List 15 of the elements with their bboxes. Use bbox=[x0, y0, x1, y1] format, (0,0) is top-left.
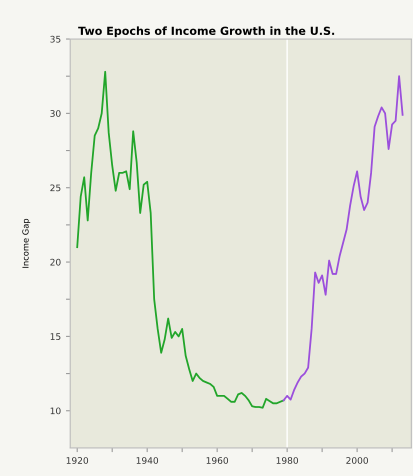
x-tick-label: 1940 bbox=[136, 457, 158, 464]
y-tick-label: 20 bbox=[50, 258, 61, 266]
chart-title: Two Epochs of Income Growth in the U.S. bbox=[78, 26, 334, 38]
y-tick-label: 30 bbox=[50, 110, 61, 117]
y-axis-title: Income Gap bbox=[22, 218, 30, 268]
line-series bbox=[282, 75, 404, 402]
y-tick-label: 10 bbox=[50, 407, 61, 414]
line-series bbox=[76, 70, 285, 409]
x-tick-label: 1960 bbox=[206, 457, 228, 464]
x-tick-label: 1980 bbox=[276, 457, 298, 464]
x-tick-label: 2000 bbox=[346, 457, 368, 464]
y-tick-label: 25 bbox=[50, 184, 60, 192]
x-tick-label: 1920 bbox=[66, 457, 88, 464]
y-tick-label: 35 bbox=[50, 36, 60, 43]
y-tick-label: 15 bbox=[50, 333, 60, 340]
